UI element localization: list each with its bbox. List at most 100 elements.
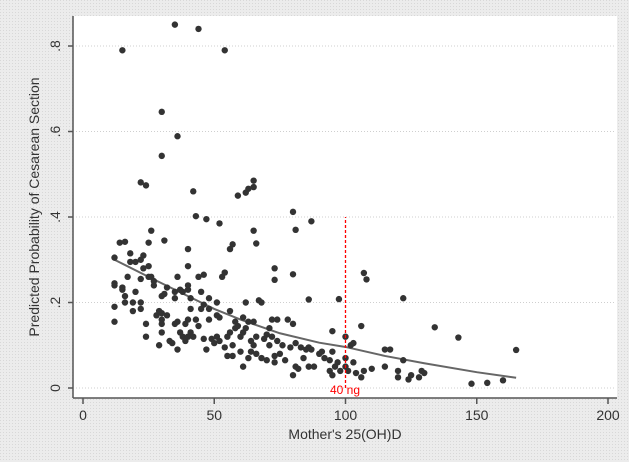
data-point (295, 365, 302, 372)
data-point (455, 334, 462, 341)
data-point (163, 312, 171, 319)
data-point (368, 365, 375, 372)
data-point (263, 331, 270, 338)
data-point (192, 316, 200, 323)
data-point (274, 337, 281, 345)
data-point (140, 252, 147, 259)
data-point (179, 288, 186, 296)
data-point (499, 377, 507, 384)
data-point (161, 237, 168, 244)
data-point (224, 352, 231, 360)
data-point (352, 369, 360, 377)
data-point (326, 357, 333, 364)
data-point (253, 240, 260, 247)
data-point (253, 350, 260, 357)
data-point (276, 350, 284, 357)
data-point (195, 25, 202, 33)
data-point (292, 226, 299, 234)
reference-annotation: 40 ng (330, 383, 360, 397)
data-point (289, 208, 297, 216)
data-point (250, 227, 257, 234)
data-point (321, 354, 328, 362)
y-tick-label: .6 (47, 125, 63, 137)
data-point (289, 271, 297, 278)
data-point (268, 316, 276, 323)
data-point (169, 339, 176, 347)
data-point (111, 282, 118, 289)
data-point (394, 374, 402, 381)
data-point (142, 182, 150, 189)
y-axis-title: Predicted Probability of Cesarean Sectio… (26, 77, 42, 336)
data-point (111, 318, 118, 325)
data-point (195, 273, 202, 281)
data-point (174, 346, 181, 353)
data-point (342, 354, 349, 362)
data-point (221, 269, 228, 276)
data-point (381, 346, 389, 353)
data-point (129, 307, 137, 315)
data-point (386, 346, 394, 353)
data-point (158, 309, 165, 317)
data-point (468, 380, 475, 387)
data-point (308, 346, 315, 353)
data-point (305, 296, 312, 303)
data-point (431, 324, 438, 331)
data-point (192, 212, 200, 220)
data-point (284, 316, 291, 323)
data-point (174, 133, 181, 140)
data-point (121, 292, 129, 300)
data-point (512, 346, 520, 354)
data-point (247, 348, 255, 355)
data-point (271, 276, 278, 284)
x-tick-label: 50 (206, 407, 222, 423)
data-point (305, 363, 312, 370)
data-point (268, 333, 276, 340)
data-point (184, 282, 192, 289)
data-point (187, 305, 194, 313)
data-point (381, 363, 389, 370)
data-point (216, 337, 223, 345)
data-point (137, 305, 144, 313)
data-point (400, 295, 407, 302)
data-point (484, 379, 491, 387)
data-point (250, 177, 257, 184)
data-point (407, 371, 415, 379)
data-point (111, 303, 118, 310)
data-point (121, 238, 129, 245)
data-point (200, 271, 207, 278)
data-point (394, 367, 402, 375)
data-point (229, 342, 236, 349)
y-tick-label: 0 (47, 384, 63, 392)
data-point (258, 299, 265, 306)
data-point (250, 342, 257, 349)
data-point (226, 329, 234, 336)
data-point (216, 220, 223, 227)
data-point (226, 307, 234, 315)
data-point (360, 367, 368, 375)
data-point (155, 342, 163, 349)
data-point (140, 265, 147, 272)
data-point (271, 352, 278, 360)
data-point (242, 299, 249, 306)
data-point (274, 316, 281, 323)
data-point (335, 295, 343, 303)
data-point (234, 322, 242, 330)
data-point (216, 314, 223, 321)
data-point (292, 339, 299, 347)
data-point (158, 152, 165, 160)
data-point (200, 301, 207, 308)
data-point (289, 320, 297, 328)
data-point (205, 305, 213, 313)
data-point (148, 227, 155, 234)
data-point (137, 179, 144, 186)
data-point (203, 346, 210, 353)
data-point (221, 47, 228, 54)
data-point (184, 262, 192, 270)
x-tick-label: 100 (334, 407, 358, 423)
data-point (415, 374, 423, 381)
data-point (329, 327, 336, 335)
data-point (205, 295, 213, 302)
data-point (174, 318, 181, 325)
data-point (171, 288, 179, 296)
